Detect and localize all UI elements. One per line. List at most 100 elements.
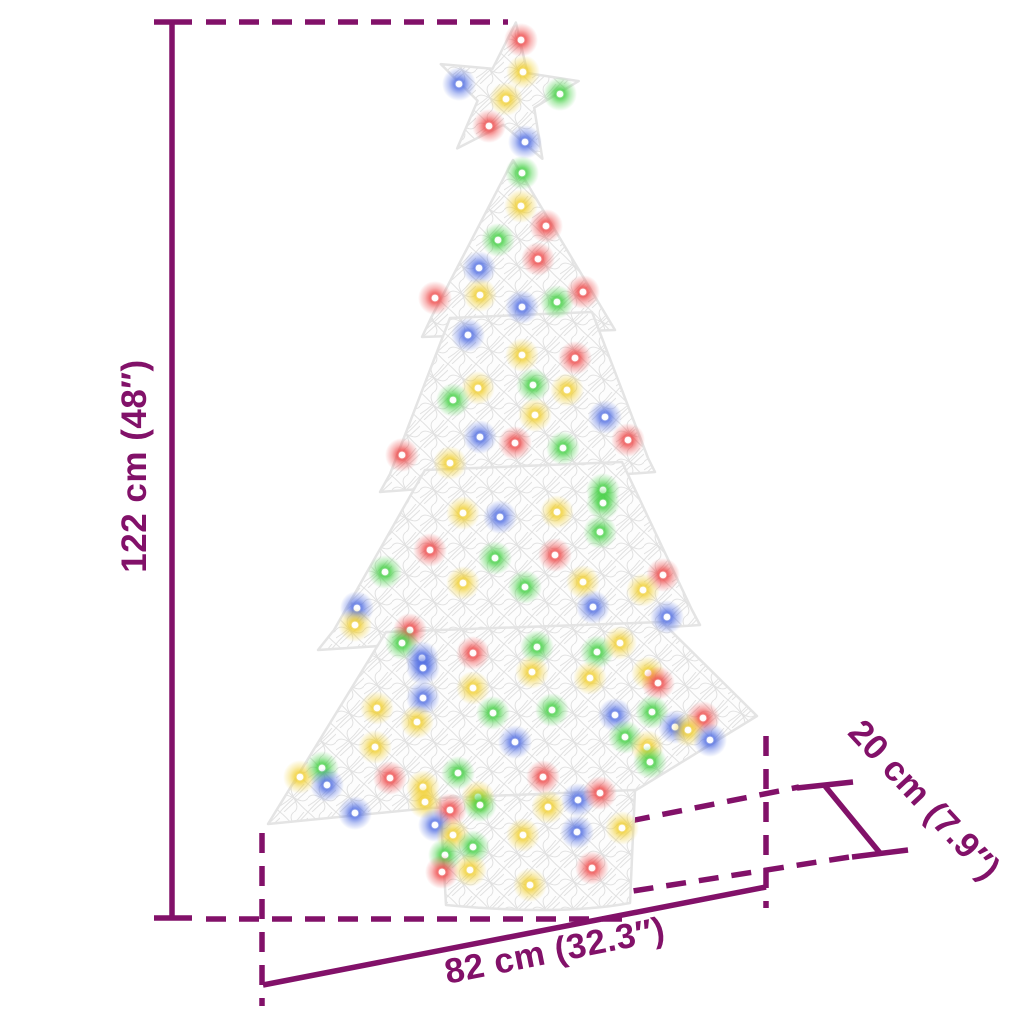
led-core — [449, 396, 457, 404]
led-core — [511, 439, 519, 447]
led-core — [413, 718, 421, 726]
led-core — [351, 621, 359, 629]
led-core — [469, 843, 477, 851]
led-core — [542, 222, 550, 230]
led-core — [618, 824, 626, 832]
led-core — [659, 571, 667, 579]
led-core — [475, 264, 483, 272]
led-core — [528, 668, 536, 676]
led-core — [419, 664, 427, 672]
led-core — [556, 90, 564, 98]
led-core — [446, 459, 454, 467]
led-core — [459, 509, 467, 517]
led-core — [351, 809, 359, 817]
led-core — [517, 202, 525, 210]
led-core — [559, 444, 567, 452]
dimension-lines — [154, 19, 909, 1006]
led-core — [571, 354, 579, 362]
led-core — [511, 738, 519, 746]
led-core — [589, 603, 597, 611]
led-core — [648, 708, 656, 716]
led-core — [579, 578, 587, 586]
width-dimension-label: 82 cm (32.3″) — [441, 910, 668, 992]
led-core — [518, 169, 526, 177]
led-core — [476, 433, 484, 441]
led-core — [533, 643, 541, 651]
led-core — [663, 613, 671, 621]
led-core — [529, 381, 537, 389]
led-core — [574, 796, 582, 804]
led-core — [431, 821, 439, 829]
height-dimension-label: 122 cm (48″) — [115, 359, 154, 572]
led-core — [449, 831, 457, 839]
depth-projection-line-top — [629, 784, 800, 824]
led-core — [624, 436, 632, 444]
led-core — [531, 411, 539, 419]
led-core — [421, 798, 429, 806]
led-core — [371, 743, 379, 751]
led-core — [551, 551, 559, 559]
led-core — [684, 726, 692, 734]
led-core — [491, 554, 499, 562]
led-core — [534, 255, 542, 263]
led-core — [438, 868, 446, 876]
width-dimension-line — [262, 884, 767, 988]
led-core — [553, 508, 561, 516]
led-core — [296, 773, 304, 781]
led-core — [489, 709, 497, 717]
led-core — [706, 736, 714, 744]
led-core — [596, 528, 604, 536]
led-core — [573, 828, 581, 836]
depth-extension-tick-bottom — [851, 847, 909, 860]
led-core — [586, 674, 594, 682]
led-core — [519, 831, 527, 839]
led-core — [496, 513, 504, 521]
led-core — [474, 384, 482, 392]
led-core — [563, 386, 571, 394]
led-core — [654, 679, 662, 687]
led-core — [539, 773, 547, 781]
depth-extension-tick-top — [796, 779, 854, 791]
led-core — [464, 331, 472, 339]
led-core — [544, 803, 552, 811]
led-core — [596, 789, 604, 797]
led-core — [398, 639, 406, 647]
led-core — [431, 294, 439, 302]
depth-projection-line-bottom — [600, 853, 857, 899]
led-core — [454, 769, 462, 777]
led-core — [485, 122, 493, 130]
led-core — [519, 68, 527, 76]
led-core — [526, 881, 534, 889]
led-core — [373, 704, 381, 712]
led-core — [469, 684, 477, 692]
led-core — [553, 298, 561, 306]
led-layer — [283, 23, 727, 902]
led-core — [548, 706, 556, 714]
led-core — [579, 288, 587, 296]
led-core — [639, 586, 647, 594]
led-core — [494, 236, 502, 244]
led-core — [588, 864, 596, 872]
led-core — [398, 451, 406, 459]
led-core — [426, 546, 434, 554]
led-core — [459, 579, 467, 587]
led-core — [621, 733, 629, 741]
led-core — [599, 499, 607, 507]
led-core — [518, 303, 526, 311]
led-core — [469, 649, 477, 657]
led-core — [446, 806, 454, 814]
depth-dimension-line — [822, 784, 883, 855]
led-core — [521, 583, 529, 591]
led-core — [476, 801, 484, 809]
led-core — [323, 781, 331, 789]
led-core — [381, 568, 389, 576]
led-core — [646, 758, 654, 766]
depth-dimension-label: 20 cm (7.9″) — [841, 712, 1008, 888]
led-core — [616, 639, 624, 647]
led-core — [593, 648, 601, 656]
led-core — [419, 694, 427, 702]
led-core — [476, 291, 484, 299]
led-core — [502, 95, 510, 103]
led-core — [611, 711, 619, 719]
